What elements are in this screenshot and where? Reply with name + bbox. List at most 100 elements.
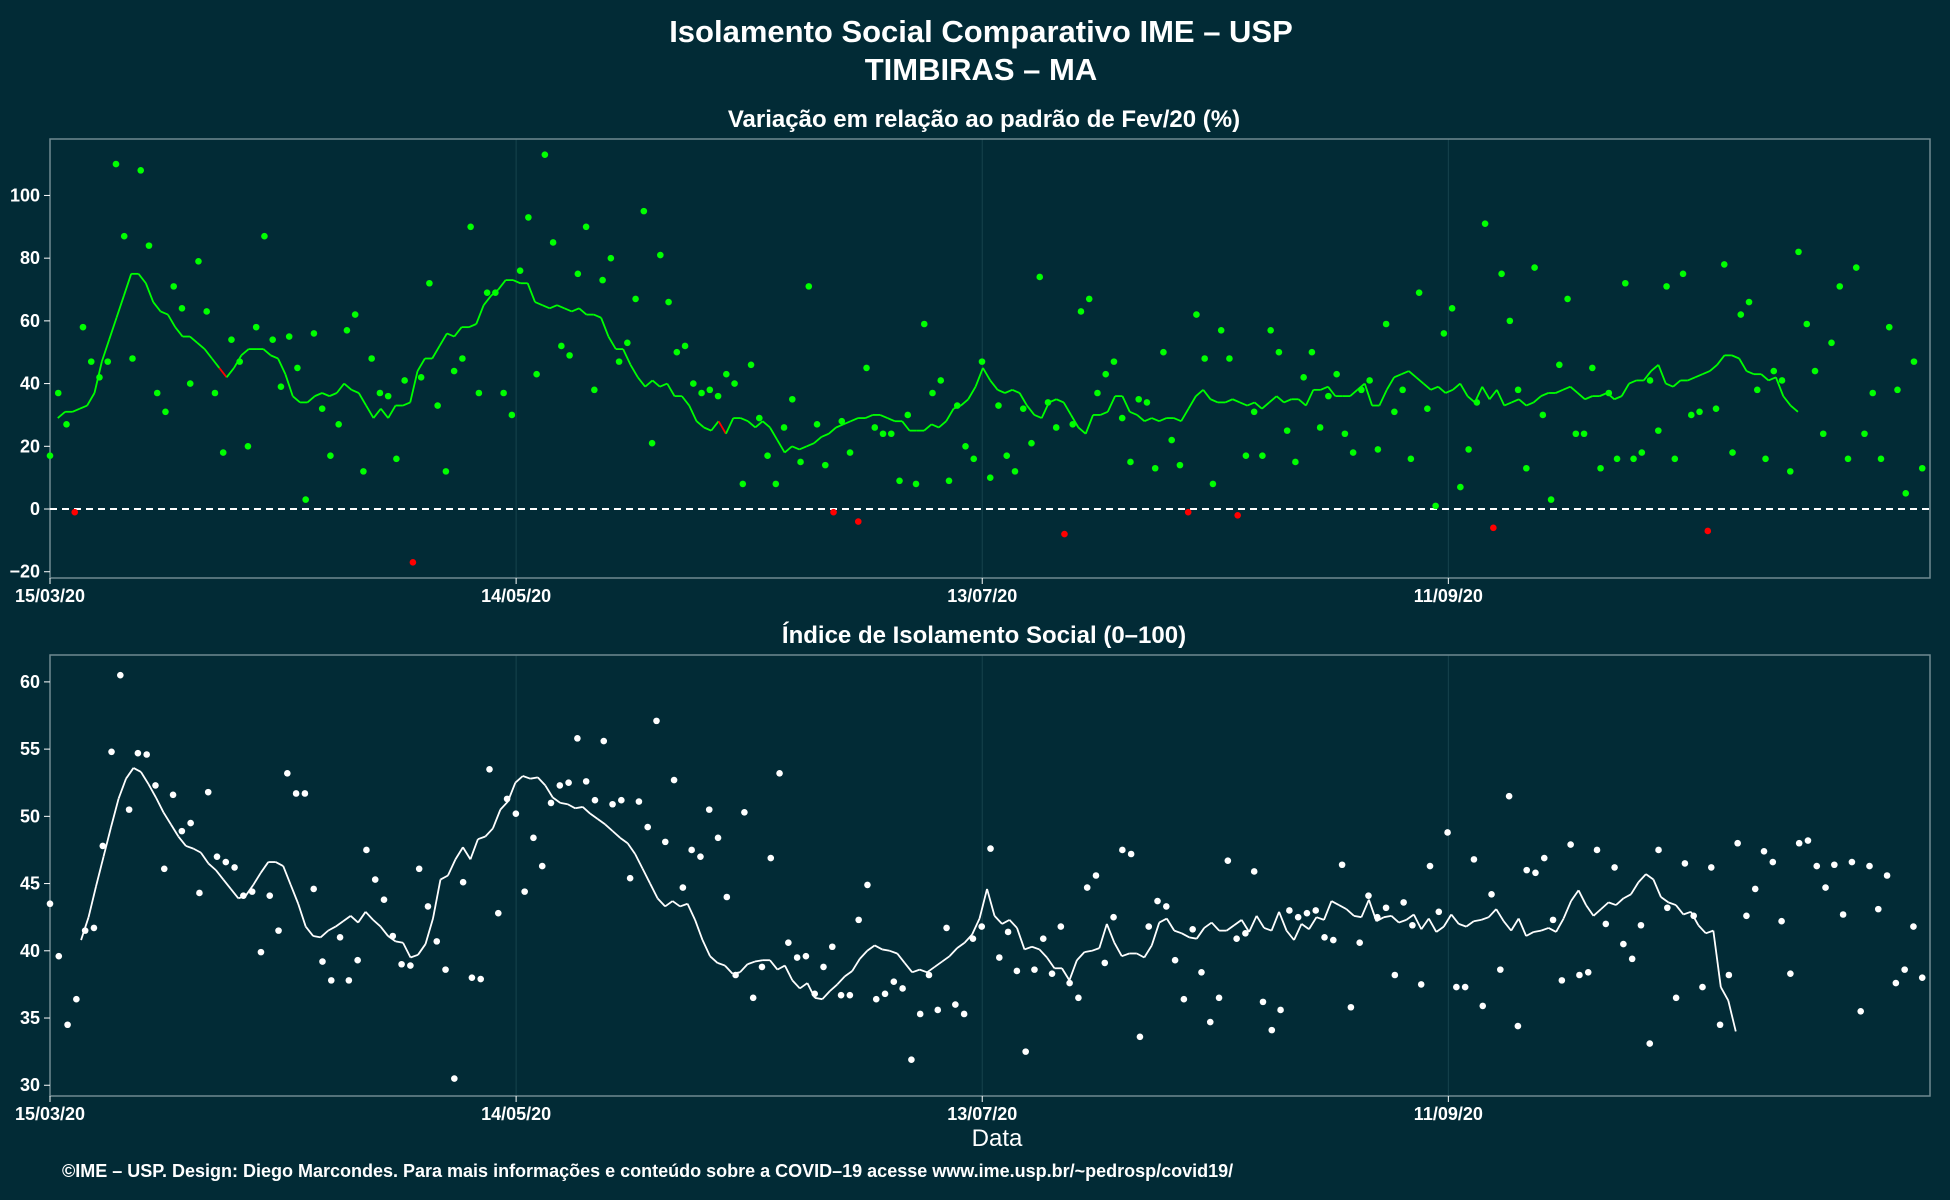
data-point <box>1135 395 1142 403</box>
moving-average-segment <box>1503 401 1512 407</box>
moving-average-segment <box>1746 370 1755 376</box>
moving-average-segment <box>530 776 538 780</box>
data-point <box>1312 907 1320 914</box>
data-point <box>846 991 854 999</box>
moving-average-segment <box>589 812 599 820</box>
moving-average-segment <box>79 404 88 410</box>
moving-average-segment <box>814 996 823 1001</box>
moving-average-segment <box>200 852 210 864</box>
moving-average-segment <box>1720 986 1730 1001</box>
moving-average-segment <box>1405 913 1415 921</box>
moving-average-segment <box>597 818 606 826</box>
moving-average-segment <box>1046 957 1056 969</box>
data-point <box>213 853 221 860</box>
moving-average-segment <box>776 439 786 454</box>
data-point <box>1308 348 1316 356</box>
data-point <box>389 932 397 940</box>
data-point <box>1532 869 1539 877</box>
moving-average-segment <box>1363 383 1373 406</box>
moving-average-segment <box>1068 959 1078 981</box>
moving-average-segment <box>72 407 81 413</box>
moving-average-segment <box>1240 919 1250 933</box>
moving-average-segment <box>978 888 988 919</box>
moving-average-segment <box>1233 919 1243 926</box>
moving-average-segment <box>582 806 591 815</box>
data-point <box>117 671 124 679</box>
data-point <box>1303 909 1311 917</box>
moving-average-segment <box>469 838 479 860</box>
data-point <box>1589 364 1596 372</box>
data-point <box>943 924 950 932</box>
moving-average-segment <box>115 295 125 319</box>
data-point <box>277 383 285 391</box>
moving-average-segment <box>1422 382 1432 391</box>
moving-average-segment <box>364 911 374 921</box>
moving-average-segment <box>1224 398 1233 404</box>
data-point <box>1637 921 1645 929</box>
panel-variacao: −20 0 20 40 60 80 100 15/03/20 14/05/20 13/07/20 1… <box>9 138 1931 606</box>
data-point <box>1127 850 1135 858</box>
data-point <box>310 330 318 337</box>
moving-average-segment <box>859 950 868 960</box>
data-point <box>442 468 450 475</box>
moving-average-segment <box>1113 942 1123 957</box>
moving-average-segment <box>901 420 911 432</box>
moving-average-segment <box>843 420 852 426</box>
data-point <box>1857 1007 1865 1015</box>
x-tick-label: 14/05/20 <box>481 1104 551 1124</box>
data-point <box>648 439 656 447</box>
data-point <box>1085 295 1093 303</box>
data-point <box>1338 861 1346 869</box>
data-point <box>705 806 713 813</box>
moving-average-segment <box>122 273 133 297</box>
data-point <box>450 367 458 375</box>
data-point <box>1110 358 1118 365</box>
data-point <box>1605 389 1613 397</box>
moving-average-segment <box>1121 395 1131 413</box>
data-point <box>1341 430 1349 438</box>
moving-average-segment <box>1643 370 1652 382</box>
data-point <box>706 386 714 394</box>
moving-average-segment <box>725 417 735 435</box>
data-point <box>1892 979 1900 987</box>
moving-average-segment <box>1570 889 1580 902</box>
data-point <box>1787 970 1794 977</box>
data-point <box>1613 455 1621 463</box>
data-point <box>1580 430 1588 438</box>
moving-average-segment <box>477 835 486 841</box>
data-point <box>1004 928 1012 936</box>
moving-average-segment <box>1620 383 1630 397</box>
data-point <box>1704 527 1712 535</box>
data-point <box>1699 983 1706 991</box>
data-point <box>1646 377 1654 384</box>
data-point <box>904 411 912 419</box>
y-tick-label: 55 <box>20 739 40 759</box>
data-point <box>424 903 432 910</box>
moving-average-segment <box>1510 918 1520 932</box>
data-point <box>1101 959 1109 967</box>
data-point <box>1171 956 1179 964</box>
data-point <box>920 320 928 328</box>
data-point <box>459 355 466 362</box>
moving-average-segment <box>240 348 250 357</box>
y-tick-label: 100 <box>10 185 40 205</box>
data-point <box>1505 792 1513 800</box>
moving-average-segment <box>1675 904 1685 916</box>
moving-average-segment <box>1652 879 1662 898</box>
moving-average-segment <box>424 918 434 945</box>
moving-average-segment <box>903 962 913 973</box>
data-point <box>301 790 309 797</box>
moving-average-segment <box>923 423 933 432</box>
data-point <box>879 430 887 438</box>
data-point <box>1778 377 1786 384</box>
moving-average-segment <box>438 332 448 347</box>
moving-average-segment <box>564 307 573 313</box>
data-point <box>749 994 757 1002</box>
moving-average-segment <box>1016 927 1026 950</box>
data-point <box>1848 858 1856 866</box>
moving-average-segment <box>604 823 614 832</box>
moving-average-segment <box>1308 916 1318 930</box>
data-point <box>1523 866 1530 874</box>
data-point <box>1075 994 1082 1002</box>
data-point <box>248 888 256 895</box>
